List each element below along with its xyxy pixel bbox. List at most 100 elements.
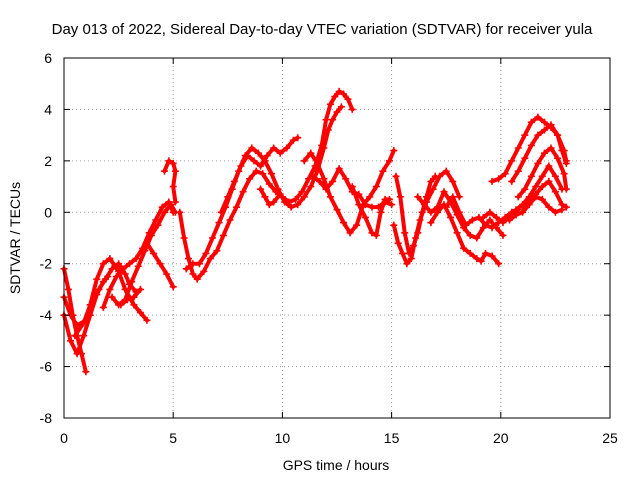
data-point	[309, 172, 317, 180]
data-point	[340, 219, 348, 227]
data-point	[401, 229, 409, 237]
data-point	[527, 172, 535, 180]
data-point	[202, 249, 210, 257]
data-point	[455, 193, 463, 201]
data-point	[390, 221, 398, 229]
data-point	[329, 116, 337, 124]
data-point	[71, 332, 79, 340]
data-point	[449, 193, 457, 201]
x-tick-label: 15	[384, 430, 400, 446]
data-point	[407, 255, 415, 263]
data-point	[348, 105, 356, 113]
plot-frame	[63, 57, 611, 419]
data-point	[136, 309, 144, 317]
data-point	[95, 285, 103, 293]
data-point	[287, 203, 295, 211]
data-point	[427, 177, 435, 185]
data-point	[160, 167, 168, 175]
axis-ticks: 0 5 10 15 20 25 -8 -6 -4 -2 0 2 4 6	[40, 50, 618, 446]
data-point	[108, 265, 116, 273]
data-point	[117, 301, 125, 309]
chart-title: Day 013 of 2022, Sidereal Day-to-day VTE…	[52, 21, 593, 38]
data-point	[239, 188, 247, 196]
data-point	[136, 285, 144, 293]
data-point	[154, 221, 162, 229]
data-point	[169, 183, 177, 191]
data-point	[388, 201, 396, 209]
data-point	[538, 172, 546, 180]
series-arc-11	[182, 103, 345, 273]
data-point	[442, 203, 450, 211]
data-point	[534, 113, 542, 121]
series-line	[118, 287, 143, 307]
data-point	[344, 95, 352, 103]
data-point	[226, 216, 234, 224]
data-point	[560, 170, 568, 178]
data-point	[534, 159, 542, 167]
data-point	[527, 118, 535, 126]
data-point	[224, 193, 232, 201]
data-point	[468, 216, 476, 224]
data-point	[126, 260, 134, 268]
data-point	[532, 193, 540, 201]
data-point	[412, 234, 420, 242]
data-point	[217, 208, 225, 216]
data-point	[215, 219, 223, 227]
data-point	[427, 208, 435, 216]
data-point	[230, 177, 238, 185]
data-point	[257, 162, 265, 170]
data-point	[508, 157, 516, 165]
data-point	[64, 285, 72, 293]
data-point	[307, 183, 315, 191]
data-point	[261, 193, 269, 201]
data-point	[473, 234, 481, 242]
data-point	[547, 144, 555, 152]
data-point	[307, 149, 315, 157]
data-point	[67, 337, 75, 345]
data-point	[482, 249, 490, 257]
series-arc-18	[390, 167, 463, 268]
data-point	[156, 260, 164, 268]
series-arc-8	[143, 239, 177, 291]
data-point	[495, 175, 503, 183]
series-arc-16	[348, 183, 393, 239]
x-tick-label: 10	[275, 430, 291, 446]
series-arc-12	[217, 134, 302, 216]
data-point	[348, 183, 356, 191]
data-point	[538, 195, 546, 203]
y-tick-label: 2	[44, 153, 52, 169]
data-point	[486, 216, 494, 224]
data-point	[305, 175, 313, 183]
data-point	[545, 162, 553, 170]
data-point	[250, 157, 258, 165]
y-tick-label: 6	[44, 50, 52, 66]
data-point	[519, 208, 527, 216]
data-point	[152, 216, 160, 224]
data-point	[99, 303, 107, 311]
data-point	[501, 170, 509, 178]
data-point	[560, 147, 568, 155]
data-point	[545, 203, 553, 211]
data-point	[361, 201, 369, 209]
data-point	[257, 185, 265, 193]
x-tick-label: 20	[493, 430, 509, 446]
data-point	[169, 208, 177, 216]
data-point	[171, 198, 179, 206]
data-point	[385, 195, 393, 203]
data-point	[106, 285, 114, 293]
data-point	[453, 229, 461, 237]
data-point	[466, 231, 474, 239]
data-point	[158, 203, 166, 211]
data-point	[160, 208, 168, 216]
data-point	[540, 149, 548, 157]
data-point	[206, 255, 214, 263]
data-point	[394, 239, 402, 247]
data-point	[300, 157, 308, 165]
data-point	[482, 221, 490, 229]
data-point	[372, 231, 380, 239]
data-point	[150, 249, 158, 257]
data-point	[213, 247, 221, 255]
y-tick-label: 0	[44, 204, 52, 220]
data-point	[219, 231, 227, 239]
data-point	[420, 201, 428, 209]
